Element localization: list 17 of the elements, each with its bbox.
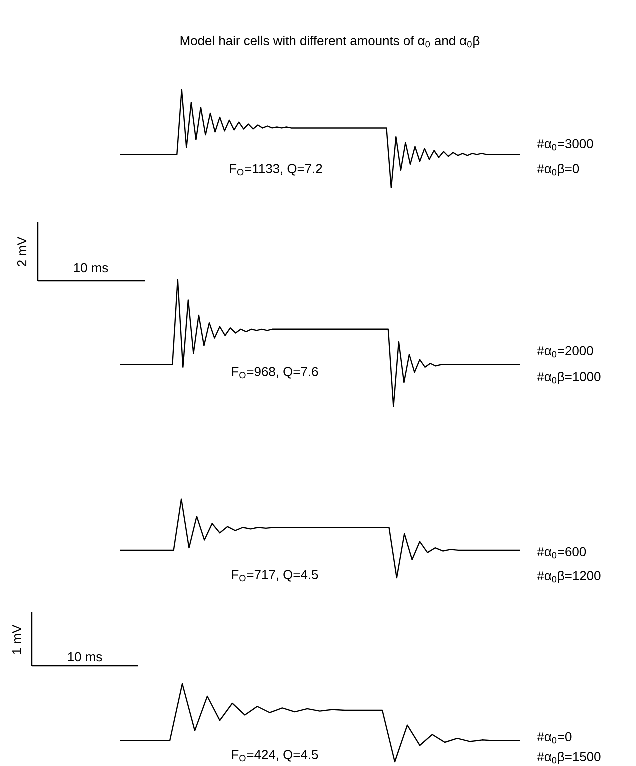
text: 1 mV — [12, 624, 22, 654]
chart-title: Model hair cells with different amounts of α$_{0}$ and α$_{0}$β — [180, 36, 480, 48]
text: 10 ms — [74, 263, 108, 273]
text: #α$_{0}$β=1000 — [537, 372, 601, 384]
annotation: F$_{O}$=424, Q=4.5 — [232, 750, 318, 762]
text: #α$_{0}$β=1500 — [537, 752, 601, 764]
text: #α$_{0}$β=1200 — [537, 570, 601, 584]
text: #α$_{0}$β=0 — [537, 164, 580, 176]
annotation: F$_{O}$=717, Q=4.5 — [232, 570, 318, 582]
text: #α$_{0}$=0 — [537, 732, 572, 744]
text: 2 mV — [17, 236, 27, 266]
text: #α$_{0}$=600 — [537, 547, 586, 559]
text: #α$_{0}$=2000 — [537, 346, 594, 358]
annotation: F$_{O}$=1133, Q=7.2 — [230, 164, 322, 176]
annotation: F$_{O}$=968, Q=7.6 — [232, 367, 318, 379]
text: #α$_{0}$=3000 — [537, 139, 594, 151]
text: 10 ms — [68, 652, 102, 662]
